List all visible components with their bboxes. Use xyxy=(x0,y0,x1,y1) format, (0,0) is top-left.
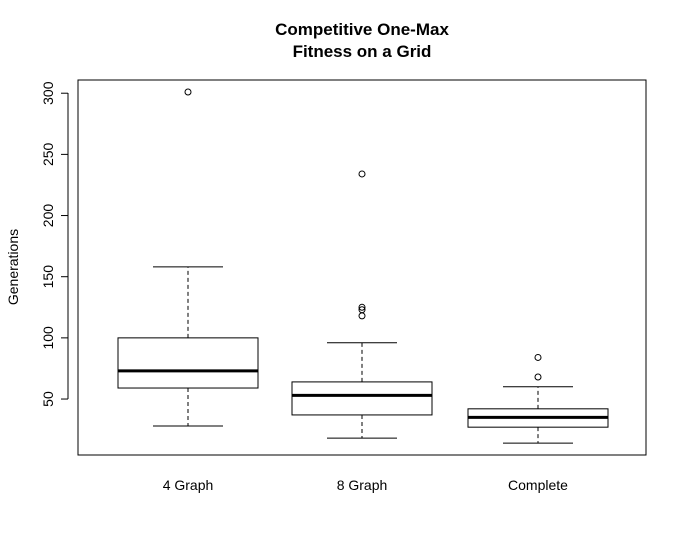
outlier-point xyxy=(534,373,542,381)
iqr-box xyxy=(117,337,259,389)
chart-title-line-2: Fitness on a Grid xyxy=(292,42,432,61)
chart-title-line-1: Competitive One-Max xyxy=(275,20,449,39)
y-axis-label: Generations xyxy=(5,229,21,305)
x-tick-label: 8 Graph xyxy=(337,477,388,493)
outlier-point xyxy=(184,88,192,96)
box-3 xyxy=(467,353,609,444)
x-axis-labels: 4 Graph 8 Graph Complete xyxy=(163,477,568,493)
outlier-point xyxy=(358,312,366,320)
y-tick-label: 50 xyxy=(40,391,56,407)
boxes-group xyxy=(117,88,609,444)
box-2 xyxy=(291,170,433,439)
iqr-box xyxy=(291,381,433,416)
y-axis-ticks: 50 100 150 200 250 300 xyxy=(40,81,68,407)
y-tick-label: 100 xyxy=(40,326,56,350)
y-tick-label: 150 xyxy=(40,265,56,289)
x-tick-label: Complete xyxy=(508,477,568,493)
outlier-point xyxy=(358,170,366,178)
y-tick-label: 300 xyxy=(40,81,56,105)
y-tick-label: 250 xyxy=(40,142,56,166)
y-tick-label: 200 xyxy=(40,204,56,228)
box-1 xyxy=(117,88,259,427)
outlier-point xyxy=(358,303,366,311)
x-tick-label: 4 Graph xyxy=(163,477,214,493)
plot-frame xyxy=(77,79,647,456)
outlier-point xyxy=(358,306,366,314)
outlier-point xyxy=(534,353,542,361)
